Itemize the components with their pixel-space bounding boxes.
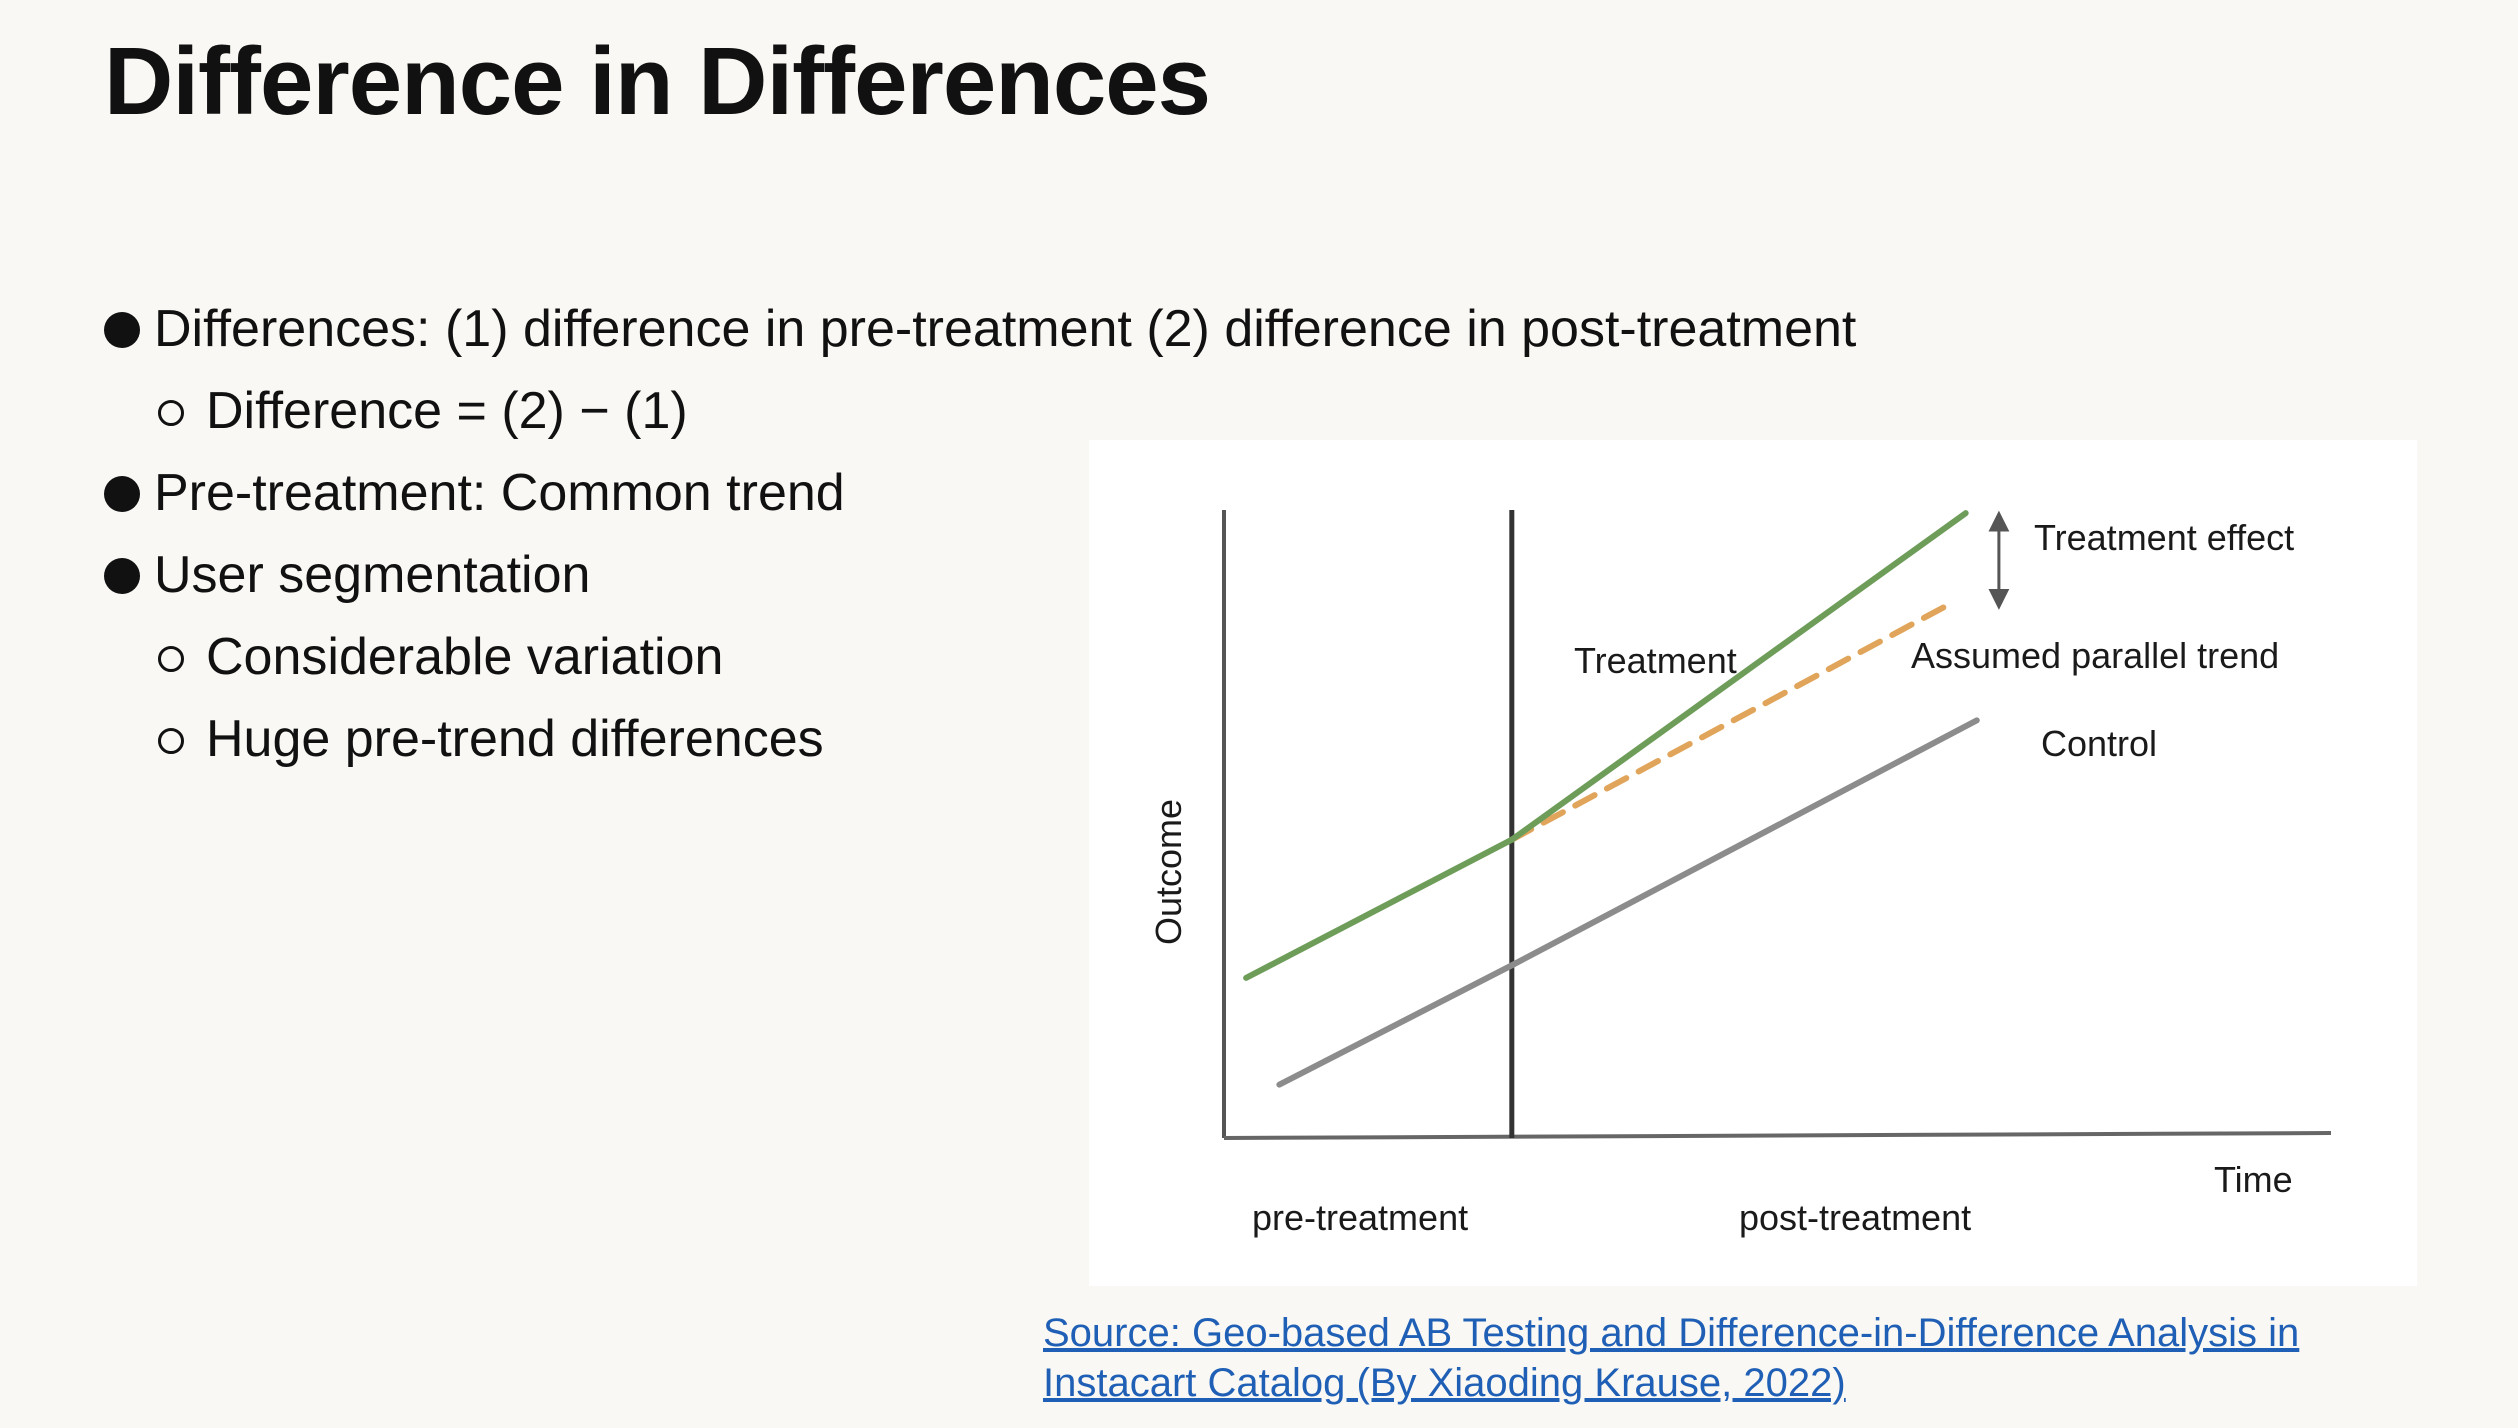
series-line-treatment bbox=[1243, 510, 1969, 981]
bullet-item: User segmentation bbox=[104, 534, 1856, 616]
y-axis-label: Outcome bbox=[1148, 799, 1189, 945]
source-link[interactable]: Source: Geo-based AB Testing and Differe… bbox=[1043, 1308, 2299, 1408]
treatment-effect-label: Treatment effect bbox=[2034, 517, 2294, 558]
bullet-text: Huge pre-trend differences bbox=[206, 710, 824, 768]
filled-bullet-icon bbox=[104, 312, 140, 348]
slide-title: Difference in Differences bbox=[104, 28, 1211, 135]
hollow-bullet-icon bbox=[158, 400, 184, 426]
filled-bullet-icon bbox=[104, 476, 140, 512]
did-chart: Outcome Time pre-treatment post-treatmen… bbox=[1148, 510, 2332, 1238]
bullet-text: User segmentation bbox=[154, 546, 591, 604]
series-line-assumed-parallel-trend bbox=[1508, 604, 1947, 843]
source-link-line-2[interactable]: Instacart Catalog (By Xiaoding Krause, 2… bbox=[1043, 1361, 1846, 1405]
bullet-item: Differences: (1) difference in pre-treat… bbox=[104, 288, 1856, 370]
bullet-text: Differences: (1) difference in pre-treat… bbox=[154, 300, 1857, 358]
x-axis-line bbox=[1223, 1131, 2332, 1140]
sub-bullet-item: Huge pre-trend differences bbox=[104, 698, 1856, 780]
bullet-text: Pre-treatment: Common trend bbox=[154, 464, 845, 522]
x-axis-label: Time bbox=[2214, 1159, 2293, 1200]
series-label-treatment: Treatment bbox=[1574, 640, 1737, 681]
bullet-item: Pre-treatment: Common trend bbox=[104, 452, 1856, 534]
series-line-control bbox=[1276, 717, 1980, 1088]
source-link-line-1[interactable]: Source: Geo-based AB Testing and Differe… bbox=[1043, 1311, 2300, 1355]
bullet-list: Differences: (1) difference in pre-treat… bbox=[104, 288, 1856, 780]
period-label-pre: pre-treatment bbox=[1252, 1197, 1468, 1238]
series-label-parallel-trend: Assumed parallel trend bbox=[1911, 635, 2279, 676]
hollow-bullet-icon bbox=[158, 728, 184, 754]
sub-bullet-item: Considerable variation bbox=[104, 616, 1856, 698]
filled-bullet-icon bbox=[104, 558, 140, 594]
bullet-text: Considerable variation bbox=[206, 628, 724, 686]
bullet-text: Difference = (2) − (1) bbox=[206, 382, 688, 440]
hollow-bullet-icon bbox=[158, 646, 184, 672]
period-label-post: post-treatment bbox=[1739, 1197, 1971, 1238]
did-chart-figure: Outcome Time pre-treatment post-treatmen… bbox=[1089, 440, 2417, 1286]
series-label-control: Control bbox=[2041, 723, 2157, 764]
sub-bullet-item: Difference = (2) − (1) bbox=[104, 370, 1856, 452]
